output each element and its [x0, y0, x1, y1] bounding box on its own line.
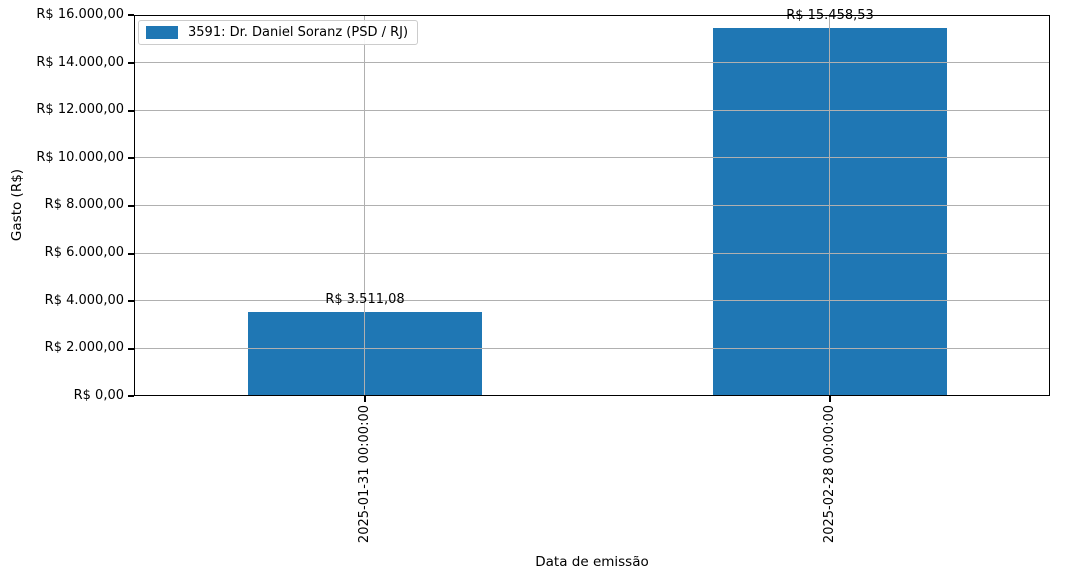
xtick-label: 2025-02-28 00:00:00: [822, 405, 837, 544]
ytick-label: R$ 4.000,00: [44, 293, 124, 308]
bar: [248, 312, 482, 396]
gridline: [134, 157, 1050, 158]
ytick-label: R$ 6.000,00: [44, 245, 124, 260]
y-axis-tick: [128, 157, 134, 159]
gridline: [134, 253, 1050, 254]
ytick-label: R$ 14.000,00: [36, 55, 124, 70]
legend-swatch-icon: [146, 26, 178, 39]
y-axis-tick: [128, 348, 134, 350]
y-axis-tick: [128, 300, 134, 302]
y-axis-tick: [128, 253, 134, 255]
ytick-label: R$ 10.000,00: [36, 150, 124, 165]
bar-value-label: R$ 3.511,08: [325, 292, 405, 307]
legend: 3591: Dr. Daniel Soranz (PSD / RJ): [138, 20, 419, 45]
ytick-label: R$ 8.000,00: [44, 197, 124, 212]
bar: [713, 27, 947, 396]
xtick-label: 2025-01-31 00:00:00: [357, 405, 372, 544]
gridline: [134, 62, 1050, 63]
plot-area: R$ 3.511,08 R$ 15.458,53 3591: Dr. Danie…: [134, 8, 1050, 396]
gridline: [134, 205, 1050, 206]
legend-label: 3591: Dr. Daniel Soranz (PSD / RJ): [188, 25, 409, 40]
y-axis-tick: [128, 62, 134, 64]
x-axis-tick: [364, 396, 366, 402]
x-axis-label: Data de emissão: [535, 554, 649, 570]
gridline: [364, 15, 365, 396]
y-axis-tick: [128, 14, 134, 16]
x-axis-tick: [829, 396, 831, 402]
ytick-label: R$ 2.000,00: [44, 340, 124, 355]
ytick-label: R$ 0,00: [73, 388, 124, 403]
gridline: [134, 348, 1050, 349]
ytick-label: R$ 16.000,00: [36, 7, 124, 22]
ytick-label: R$ 12.000,00: [36, 102, 124, 117]
y-axis-tick: [128, 205, 134, 207]
gridline: [829, 15, 830, 396]
y-axis-label: Gasto (R$): [9, 168, 25, 242]
bar-value-label: R$ 15.458,53: [786, 8, 874, 23]
gridline: [134, 110, 1050, 111]
y-axis-tick: [128, 110, 134, 112]
y-axis-tick: [128, 395, 134, 397]
gridline: [134, 300, 1050, 301]
